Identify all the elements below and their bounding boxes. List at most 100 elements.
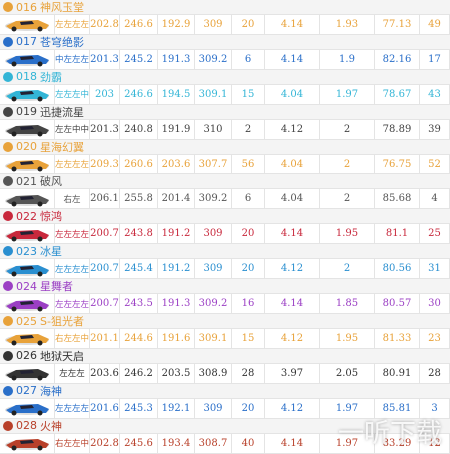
stat-value: 20 [232, 15, 265, 34]
car-image [0, 154, 55, 174]
stat-value: 4.14 [265, 49, 320, 69]
stat-value: 201.4 [158, 189, 195, 209]
car-data-row: 左左左左 202.8 246.6 192.9 309 20 4.14 1.93 77.13 49 [0, 15, 450, 35]
stat-value: 3.97 [265, 363, 320, 383]
stat-value: 28 [420, 363, 450, 383]
car-graphic [5, 229, 49, 242]
stat-value: 203.6 [158, 154, 195, 174]
car-icon [3, 106, 13, 117]
stat-value: 200.7 [90, 224, 120, 244]
car-image [0, 15, 55, 34]
stat-value: 6 [232, 189, 265, 209]
stat-value: 28 [232, 363, 265, 383]
stat-value: 4.12 [265, 329, 320, 348]
car-icon [3, 141, 13, 152]
stat-value: 203.6 [90, 363, 120, 383]
stat-value: 80.56 [375, 259, 420, 279]
car-id: 027 [16, 384, 37, 398]
car-name-row: 017 苍穹绝影 [0, 34, 450, 50]
car-image [0, 224, 55, 244]
car-name: 地狱天启 [40, 349, 84, 363]
stat-value: 76.75 [375, 154, 420, 174]
stat-value: 4.04 [265, 154, 320, 174]
car-icon [3, 246, 13, 257]
car-icon [3, 211, 13, 222]
stat-value: 309 [195, 259, 232, 279]
car-name: 星海幻翼 [40, 140, 84, 154]
stat-value: 191.3 [158, 49, 195, 69]
direction: 左左左左 [55, 15, 90, 34]
stat-value: 307.7 [195, 154, 232, 174]
stat-value: 1.95 [320, 329, 375, 348]
car-data-row: 左左左中 203 246.6 194.5 309.1 15 4.04 1.97 78.67 43 [0, 84, 450, 105]
car-graphic [5, 90, 49, 102]
car-graphic [5, 369, 49, 381]
stat-value: 201.3 [90, 119, 120, 139]
car-id: 025 [16, 314, 37, 328]
car-name-row: 021 破风 [0, 174, 450, 190]
stat-value: 209.3 [90, 154, 120, 174]
car-name-row: 020 星海幻翼 [0, 139, 450, 155]
stat-value: 202.8 [90, 15, 120, 34]
car-image [0, 259, 55, 279]
car-data-row: 左左左左 200.7 243.8 191.2 309 20 4.14 1.95 81.1 25 [0, 224, 450, 245]
car-name: 破风 [40, 175, 62, 189]
direction: 中左左左 [55, 49, 90, 69]
car-data-row: 左左左左 209.3 260.6 203.6 307.7 56 4.04 2 76.75 52 [0, 154, 450, 175]
stat-value: 191.2 [158, 224, 195, 244]
car-icon [3, 420, 13, 431]
car-name: 惊鸿 [40, 210, 62, 224]
stat-value: 77.13 [375, 15, 420, 34]
car-image [0, 119, 55, 139]
stat-value: 2.05 [320, 363, 375, 383]
car-id: 024 [16, 279, 37, 293]
stat-value: 203 [90, 84, 120, 104]
stat-value: 260.6 [120, 154, 158, 174]
car-name-row: 016 神风玉堂 [0, 0, 450, 15]
car-name-row: 025 S-狙光者 [0, 314, 450, 330]
stat-value: 81.33 [375, 329, 420, 348]
stat-value: 245.2 [120, 49, 158, 69]
stat-value: 4.14 [265, 433, 320, 453]
stat-value: 191.6 [158, 329, 195, 348]
stat-value: 246.6 [120, 84, 158, 104]
stat-value: 81.1 [375, 224, 420, 244]
stat-value: 308.7 [195, 433, 232, 453]
car-name: 劲霸 [40, 70, 62, 84]
car-graphic [5, 125, 49, 137]
car-name: 海神 [40, 384, 62, 398]
car-image [0, 363, 55, 383]
car-image [0, 329, 55, 348]
stat-value: 31 [420, 259, 450, 279]
car-data-row: 左左左左 200.7 245.4 191.2 309 20 4.12 2 80.56 31 [0, 259, 450, 280]
stat-value: 243.8 [120, 224, 158, 244]
stat-value: 20 [232, 398, 265, 418]
direction: 左左左左 [55, 294, 90, 314]
stat-value: 4.14 [265, 15, 320, 34]
stat-value: 309.1 [195, 84, 232, 104]
stat-value: 2 [320, 189, 375, 209]
stat-value: 309 [195, 15, 232, 34]
car-id: 022 [16, 209, 37, 223]
car-name: 神风玉堂 [40, 1, 84, 14]
stat-value: 2 [320, 154, 375, 174]
stat-value: 191.9 [158, 119, 195, 139]
stat-value: 244.6 [120, 329, 158, 348]
car-id: 020 [16, 140, 37, 154]
stat-value: 17 [420, 49, 450, 69]
car-icon [3, 36, 13, 47]
stat-value: 245.4 [120, 259, 158, 279]
stat-value: 194.5 [158, 84, 195, 104]
stat-value: 30 [420, 294, 450, 314]
stat-value: 82.16 [375, 49, 420, 69]
stat-value: 246.2 [120, 363, 158, 383]
stat-value: 308.9 [195, 363, 232, 383]
car-image [0, 49, 55, 69]
stat-value: 201.1 [90, 329, 120, 348]
stat-value: 40 [232, 433, 265, 453]
direction: 左左左左 [55, 154, 90, 174]
stat-value: 240.8 [120, 119, 158, 139]
stat-value: 1.9 [320, 49, 375, 69]
car-icon [3, 2, 13, 12]
car-name-row: 018 劲霸 [0, 69, 450, 85]
